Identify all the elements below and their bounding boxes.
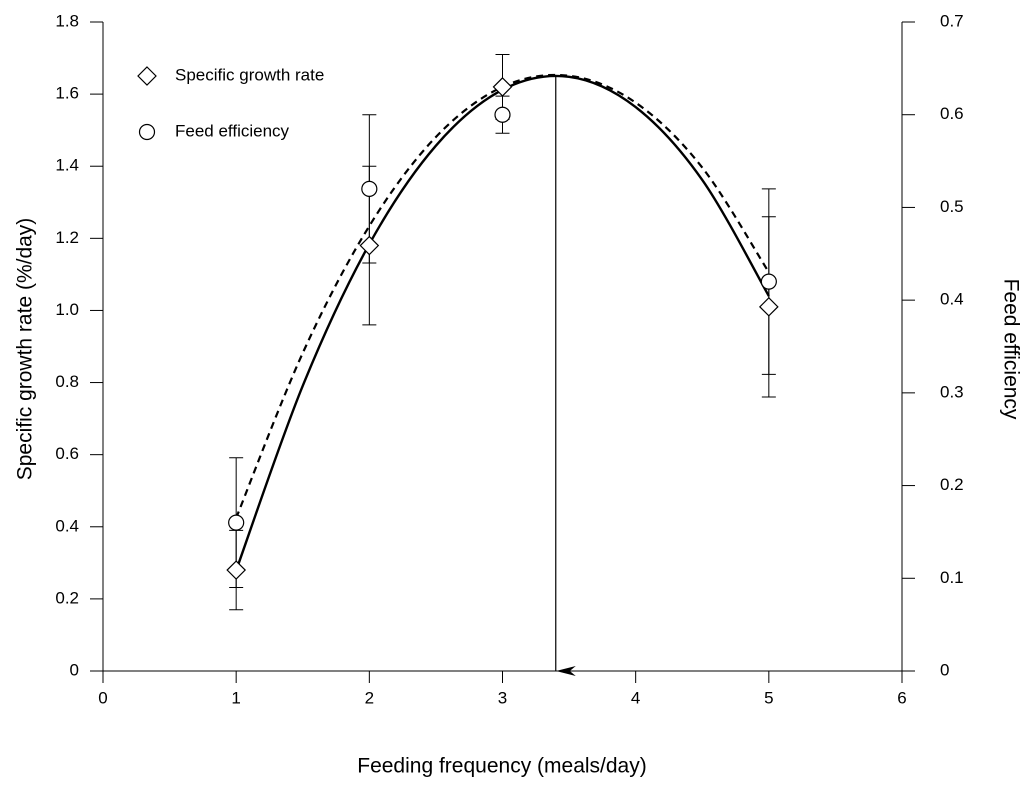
x-tick-label: 5 bbox=[764, 688, 773, 707]
circle-point bbox=[760, 273, 777, 290]
fit-line bbox=[235, 74, 770, 571]
circle-point bbox=[228, 514, 245, 531]
y2-tick-label: 0.5 bbox=[940, 197, 964, 216]
y2-tick-label: 0.1 bbox=[940, 568, 964, 587]
y-tick-label: 0.6 bbox=[55, 444, 79, 463]
y-tick-label: 1.0 bbox=[55, 300, 79, 319]
x-tick-label: 0 bbox=[98, 688, 107, 707]
x-tick-label: 1 bbox=[231, 688, 240, 707]
diamond-point bbox=[758, 296, 779, 317]
y-tick-label: 0.4 bbox=[55, 516, 79, 535]
legend-label: Specific growth rate bbox=[175, 65, 324, 84]
x-tick-label: 3 bbox=[498, 688, 507, 707]
y-tick-label: 1.4 bbox=[55, 156, 79, 175]
y-tick-label: 0 bbox=[70, 660, 79, 679]
x-tick-label: 2 bbox=[365, 688, 374, 707]
diamond-point bbox=[226, 560, 247, 580]
y2-tick-label: 0.3 bbox=[940, 382, 964, 401]
y2-tick-label: 0.2 bbox=[940, 475, 964, 494]
y-tick-label: 0.8 bbox=[55, 372, 79, 391]
legend-label: Feed efficiency bbox=[175, 121, 290, 140]
circle-point bbox=[138, 123, 156, 141]
diamond-point bbox=[359, 235, 380, 256]
y2-tick-label: 0 bbox=[940, 660, 949, 679]
y-tick-label: 1.6 bbox=[55, 84, 79, 103]
y-tick-label: 1.2 bbox=[55, 228, 79, 247]
x-tick-label: 4 bbox=[631, 688, 640, 707]
y2-tick-label: 0.6 bbox=[940, 104, 964, 123]
circle-point bbox=[361, 180, 378, 197]
y-tick-label: 1.8 bbox=[55, 11, 79, 30]
y2-tick-label: 0.7 bbox=[940, 11, 964, 30]
y2-tick-label: 0.4 bbox=[940, 290, 964, 309]
x-tick-label: 6 bbox=[897, 688, 906, 707]
y-axis-label: Specific growth rate (%/day) bbox=[14, 218, 37, 481]
y2-axis-label: Feed efficiency bbox=[999, 279, 1022, 420]
diamond-point bbox=[492, 77, 513, 97]
fit-line bbox=[235, 73, 770, 519]
y-tick-label: 0.2 bbox=[55, 588, 79, 607]
circle-point bbox=[494, 106, 511, 123]
diamond-point bbox=[137, 66, 157, 86]
x-axis-label: Feeding frequency (meals/day) bbox=[357, 755, 646, 778]
